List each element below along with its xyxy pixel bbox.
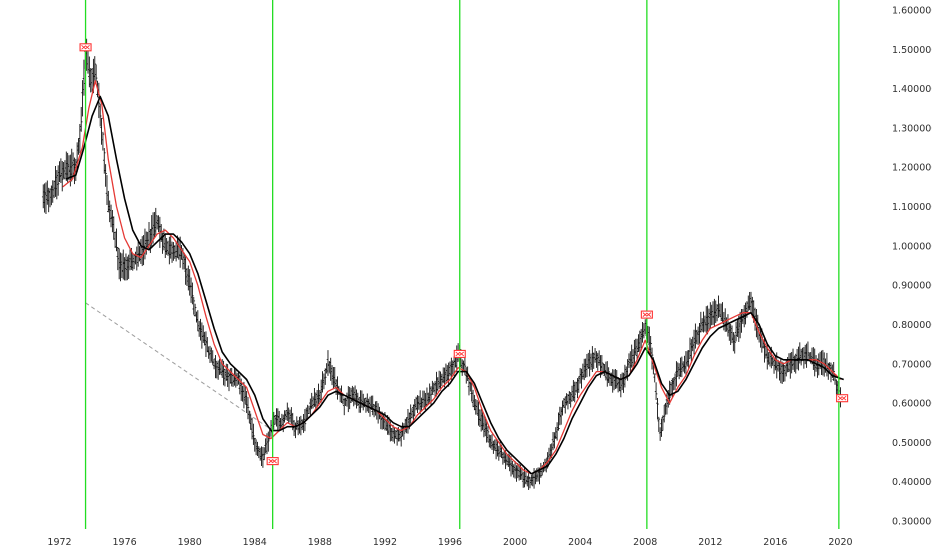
x-tick-label: 1992 — [373, 537, 397, 548]
price-bar — [252, 423, 255, 445]
price-bar — [653, 373, 657, 383]
price-bar — [607, 367, 610, 384]
support-trendline — [85, 302, 273, 432]
price-bar — [191, 282, 194, 305]
x-tick-label: 1984 — [243, 537, 267, 548]
x-axis: 1972 1976 1980 1984 1988 1992 1996 2000 2004 2008… — [47, 537, 852, 548]
x-tick-label: 1996 — [438, 537, 462, 548]
price-bar — [431, 380, 434, 395]
slow-moving-average-line — [65, 95, 844, 475]
cycle-marker-icon — [453, 349, 466, 358]
cycle-marker-box — [453, 349, 466, 358]
price-bar — [732, 332, 735, 352]
cycle-lines-layer — [84, 0, 840, 529]
y-tick-label: 1.200000 — [892, 163, 932, 174]
x-tick-label: 2004 — [568, 537, 592, 548]
y-tick-label: 1.000000 — [892, 241, 932, 252]
fast-moving-average-line — [62, 80, 841, 475]
cycle-marker-glyph — [642, 312, 652, 317]
price-bar — [557, 412, 560, 431]
cycle-marker-icon — [836, 394, 849, 403]
x-tick-label: 2016 — [763, 537, 787, 548]
price-bar — [253, 437, 257, 452]
x-tick-label: 2020 — [828, 537, 852, 548]
price-bar — [79, 106, 83, 132]
price-bar — [656, 397, 659, 420]
price-bar — [248, 410, 251, 424]
price-bar — [193, 303, 197, 317]
price-bar — [832, 362, 835, 381]
x-tick-label: 2008 — [633, 537, 657, 548]
y-tick-label: 0.900000 — [892, 281, 932, 292]
price-bar — [93, 56, 97, 85]
cycle-marker-box — [266, 457, 279, 466]
cycle-marker-box — [640, 310, 653, 319]
price-bar — [104, 164, 107, 187]
price-bar — [323, 368, 327, 385]
x-tick-label: 1988 — [308, 537, 332, 548]
price-bar — [94, 64, 98, 83]
price-bar — [623, 364, 627, 388]
price-bar — [60, 160, 64, 192]
moving-average-layer — [62, 80, 844, 475]
price-bar — [733, 334, 737, 354]
x-tick-label: 1972 — [47, 537, 71, 548]
price-bar — [100, 117, 103, 145]
price-bar — [649, 335, 652, 355]
price-bar — [246, 396, 250, 420]
price-bar — [116, 246, 120, 271]
cycle-marker-glyph — [268, 458, 277, 464]
price-bar — [654, 382, 658, 400]
price-bar — [303, 409, 307, 432]
cycle-markers-layer — [79, 43, 849, 466]
price-bar — [660, 418, 663, 437]
price-bar — [56, 165, 60, 196]
cycle-marker-glyph — [837, 395, 847, 401]
x-tick-label: 1980 — [178, 537, 202, 548]
price-bar — [539, 462, 543, 478]
price-bar — [657, 416, 661, 432]
x-tick-label: 2012 — [698, 537, 722, 548]
price-bar — [399, 425, 403, 447]
cycle-marker-icon — [640, 310, 653, 319]
price-bar — [486, 426, 490, 443]
price-bar — [214, 355, 217, 379]
x-tick-label: 1976 — [113, 537, 137, 548]
cycle-marker-icon — [79, 43, 92, 52]
cycle-marker-glyph — [81, 44, 90, 50]
price-bar — [101, 131, 105, 151]
price-bar — [662, 404, 666, 423]
price-bar — [573, 381, 577, 403]
price-bar — [799, 348, 803, 366]
y-tick-label: 1.100000 — [892, 202, 932, 213]
price-bar — [102, 148, 106, 174]
trendline-layer — [85, 302, 273, 432]
price-bar — [192, 296, 196, 315]
cycle-marker-icon — [266, 457, 279, 466]
cycle-marker-box — [836, 394, 849, 403]
cycle-marker-glyph — [455, 351, 465, 357]
price-bar — [262, 447, 266, 461]
x-tick-label: 2000 — [503, 537, 527, 548]
cycle-marker-box — [79, 43, 92, 52]
price-bar — [98, 103, 102, 127]
